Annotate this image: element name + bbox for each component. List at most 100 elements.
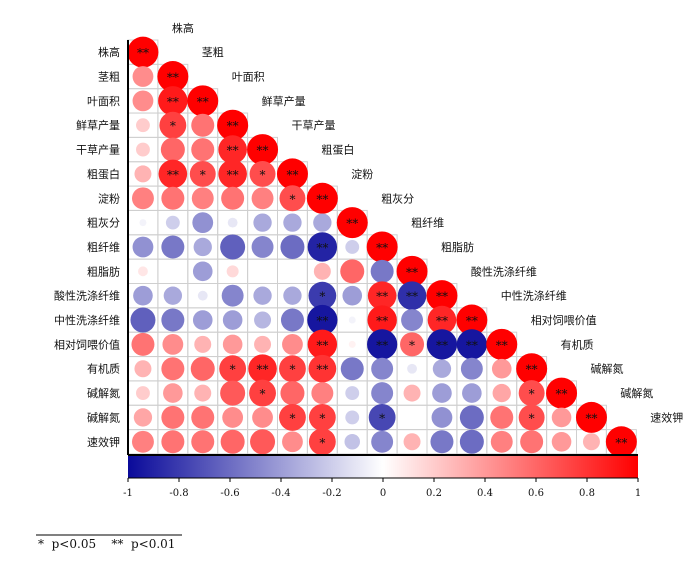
correlation-circle (371, 382, 394, 405)
row-label: 鲜草产量 (76, 118, 120, 132)
correlation-circle (311, 382, 334, 405)
correlation-circle (308, 281, 337, 310)
correlation-circle (340, 259, 365, 284)
colorbar (128, 454, 638, 479)
correlation-circle (220, 380, 246, 406)
correlation-circle (253, 286, 272, 305)
correlation-circle (251, 236, 274, 258)
correlation-circle (251, 187, 274, 210)
row-label: 速效钾 (87, 435, 120, 449)
correlation-circle (161, 235, 185, 259)
correlation-circle (136, 386, 150, 401)
significance-legend: * p<0.05 ** p<0.01 (38, 537, 175, 551)
correlation-circle (518, 404, 545, 431)
correlation-circle (426, 280, 458, 312)
significance-mark: * (289, 363, 295, 377)
correlation-circle (403, 384, 421, 402)
correlation-circle (368, 404, 396, 431)
correlation-circle (134, 165, 152, 183)
correlation-circle (132, 236, 154, 258)
correlation-circle (254, 311, 272, 329)
correlation-circle (336, 207, 368, 239)
column-label: 鲜草产量 (262, 94, 306, 108)
significance-mark: ** (286, 168, 298, 182)
significance-mark: ** (316, 338, 328, 352)
correlation-circle (247, 134, 279, 166)
row-label: 有机质 (87, 362, 120, 376)
correlation-circle (279, 185, 306, 212)
correlation-circle (220, 429, 245, 454)
row-label: 叶面积 (87, 95, 120, 108)
correlation-circle (191, 187, 214, 210)
correlation-circle (220, 234, 246, 260)
grid-cell (157, 258, 189, 284)
colorbar-gradient (128, 456, 638, 478)
row-label: 株高 (98, 45, 120, 59)
correlation-circle (248, 354, 277, 384)
significance-mark: ** (346, 217, 358, 231)
correlation-circle (163, 286, 183, 305)
correlation-circle (226, 265, 239, 278)
correlation-circle (222, 407, 244, 428)
significance-mark: ** (227, 168, 239, 182)
correlation-circle (460, 357, 483, 380)
correlation-circle (133, 408, 153, 427)
correlation-circle (131, 430, 154, 453)
column-label: 粗灰分 (381, 191, 414, 205)
colorbar-tick-label: 0 (380, 488, 386, 499)
colorbar-tick-label: -0.4 (271, 488, 290, 499)
significance-mark: * (379, 411, 385, 425)
correlation-circle (459, 429, 484, 454)
significance-mark: ** (137, 46, 149, 60)
column-label: 淀粉 (351, 167, 373, 181)
correlation-circle (252, 407, 273, 428)
correlation-circle (344, 434, 360, 450)
significance-mark: ** (376, 338, 388, 352)
correlation-circle (197, 290, 208, 301)
correlation-circle (193, 237, 212, 257)
significance-mark: ** (227, 119, 239, 133)
correlation-circle (157, 61, 189, 93)
significance-mark: * (529, 387, 535, 401)
significance-mark: ** (316, 241, 328, 255)
correlation-circle (165, 215, 180, 230)
significance-mark: * (260, 387, 266, 401)
correlation-circle (163, 383, 183, 403)
correlation-circle (161, 308, 185, 332)
column-label: 粗蛋白 (321, 143, 354, 157)
correlation-circle (575, 401, 607, 433)
correlation-circle (131, 187, 154, 210)
correlation-circle (249, 160, 276, 187)
correlation-circle (308, 354, 337, 383)
significance-mark: * (529, 411, 535, 425)
significance-mark: * (319, 290, 325, 304)
correlation-circle (551, 431, 572, 452)
correlation-circle (516, 353, 548, 385)
significance-mark: ** (436, 338, 448, 352)
correlation-circle (192, 212, 214, 234)
correlation-circle (161, 357, 185, 381)
significance-mark: ** (556, 387, 568, 401)
row-label: 碱解氮 (87, 386, 120, 400)
correlation-circle (407, 363, 417, 374)
correlation-circle (280, 308, 304, 332)
column-label: 碱解氮 (591, 362, 624, 376)
row-label: 酸性洗涤纤维 (54, 289, 120, 303)
correlation-circle (345, 410, 360, 425)
row-label: 粗脂肪 (87, 264, 120, 278)
correlation-circle (306, 182, 338, 214)
column-label: 酸性洗涤纤维 (471, 264, 537, 278)
cells: ****** *** **** **** * ** * *** ****** ***** ** ** *… (127, 36, 637, 458)
correlation-circle (131, 332, 155, 356)
correlation-circle (219, 355, 247, 383)
correlation-circle (307, 304, 338, 336)
correlation-circle (546, 377, 578, 409)
significance-mark: ** (257, 144, 269, 158)
correlation-circle (254, 335, 272, 353)
colorbar-tick-label: -1 (123, 488, 133, 499)
correlation-circle (492, 383, 511, 403)
correlation-circle (432, 383, 452, 403)
grid-cell (247, 258, 279, 284)
correlation-circle (132, 66, 154, 87)
